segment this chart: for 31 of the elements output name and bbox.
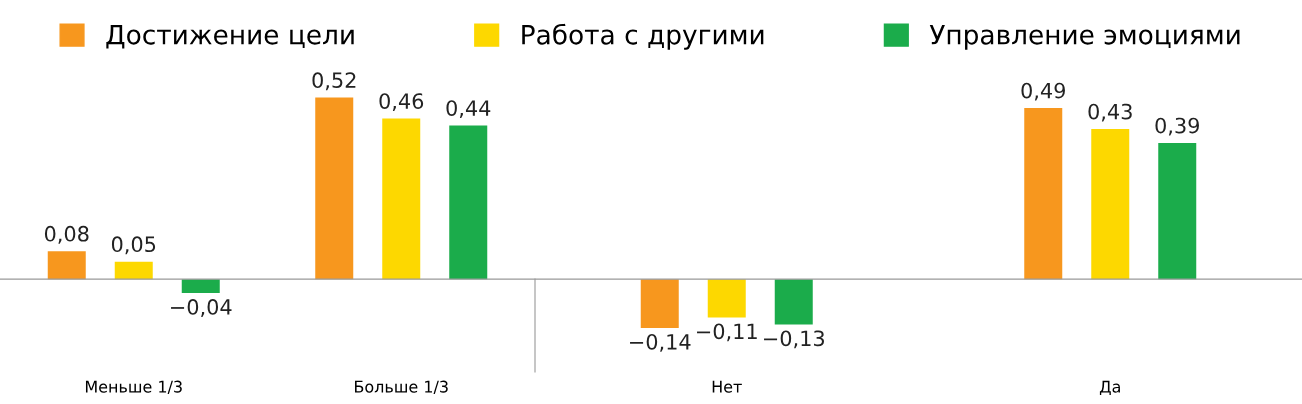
data-label: 0,39 bbox=[1155, 117, 1199, 136]
data-label: 0,52 bbox=[312, 72, 356, 91]
bar bbox=[181, 279, 220, 294]
bar bbox=[315, 97, 354, 280]
data-label: −0,14 bbox=[630, 333, 691, 352]
legend-label: Работа с другими bbox=[522, 23, 764, 50]
data-label: −0,11 bbox=[697, 323, 757, 342]
x-tick-label: Больше 1/3 bbox=[355, 380, 448, 394]
data-label: 0,43 bbox=[1088, 103, 1132, 122]
bar bbox=[47, 251, 86, 280]
legend-label: Достижение цели bbox=[106, 25, 354, 49]
x-tick-label: Да bbox=[1099, 380, 1120, 395]
bar bbox=[114, 261, 153, 280]
bar bbox=[449, 125, 488, 280]
data-label: −0,13 bbox=[764, 330, 824, 349]
bar bbox=[640, 279, 679, 329]
bar bbox=[1091, 129, 1130, 280]
bar bbox=[382, 118, 421, 280]
data-label: 0,49 bbox=[1021, 82, 1065, 101]
data-label: 0,46 bbox=[379, 93, 424, 112]
data-label: 0,44 bbox=[446, 100, 491, 119]
data-label: −0,04 bbox=[171, 299, 232, 317]
data-label: 0,05 bbox=[111, 236, 156, 255]
x-tick-label: Нет bbox=[712, 380, 742, 393]
bar bbox=[774, 279, 813, 325]
bar bbox=[1024, 108, 1063, 280]
x-tick-label: Меньше 1/3 bbox=[85, 380, 182, 394]
legend-label: Управление эмоциями bbox=[929, 25, 1240, 50]
bar bbox=[707, 279, 746, 318]
data-label: 0,08 bbox=[44, 225, 89, 244]
bar bbox=[1158, 142, 1197, 280]
